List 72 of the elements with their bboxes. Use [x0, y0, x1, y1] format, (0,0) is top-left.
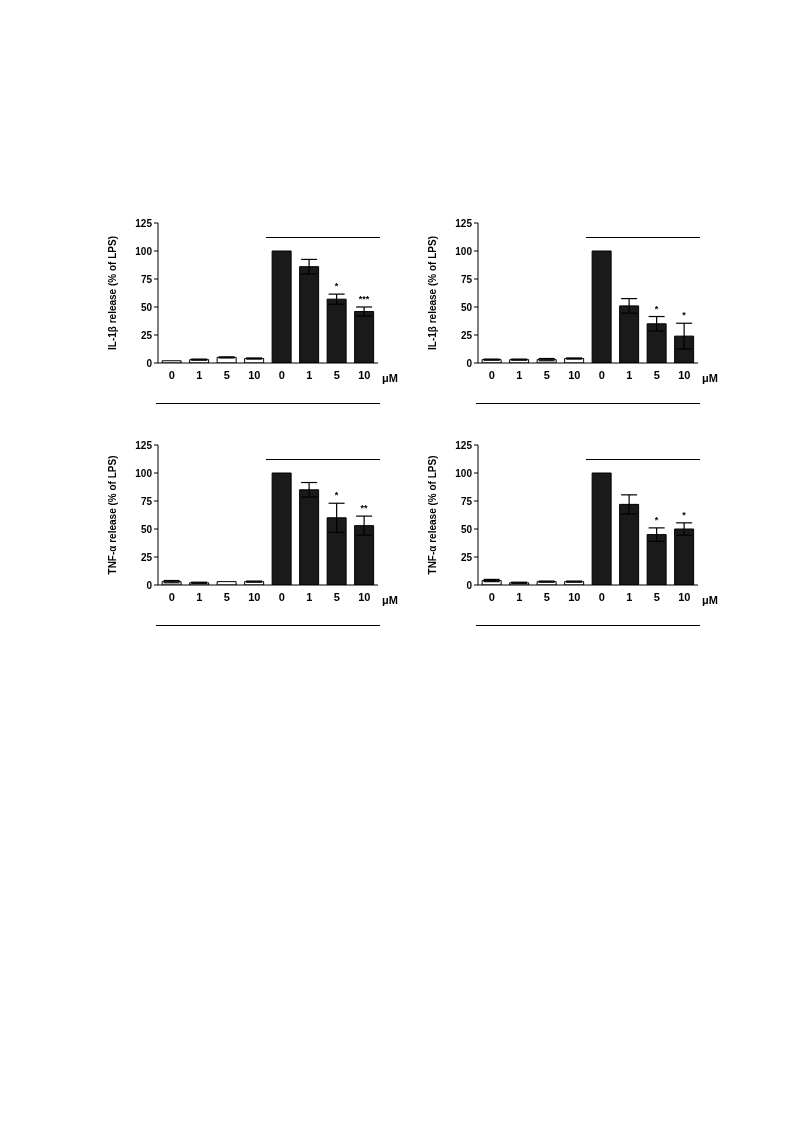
y-tick-label: 25 [140, 551, 153, 563]
x-tick-label: 5 [333, 590, 340, 603]
text: μM [702, 594, 718, 606]
y-tick-label: 0 [466, 579, 473, 591]
data-label: * [682, 310, 687, 321]
y-tick-label: 75 [140, 273, 153, 285]
text: μM [382, 594, 398, 606]
y-tick-label: 25 [460, 329, 473, 341]
x-tick-label: 5 [333, 368, 340, 381]
x-tick-label: 0 [278, 590, 285, 603]
y-tick-label: 50 [140, 301, 153, 313]
y-tick-label: 50 [140, 523, 153, 535]
y-tick-label: 0 [146, 357, 153, 369]
x-tick-label: 1 [196, 590, 203, 603]
x-tick-label: 1 [196, 368, 203, 381]
x-tick-label: 0 [598, 590, 605, 603]
x-tick-label: 1 [516, 590, 523, 603]
x-tick-label: 10 [248, 590, 261, 603]
y-axis-title: TNF-α release (% of LPS) [107, 455, 118, 575]
x-tick-label: 1 [516, 368, 523, 381]
x-tick-label: 10 [568, 368, 581, 381]
y-tick-label: 100 [135, 245, 153, 257]
x-tick-label: 10 [678, 368, 691, 381]
y-tick-label: 125 [135, 217, 153, 229]
data-label: * [334, 281, 339, 292]
x-tick-label: 5 [223, 368, 230, 381]
x-tick-label: 5 [223, 590, 230, 603]
y-tick-label: 125 [455, 217, 473, 229]
x-tick-label: 5 [543, 368, 550, 381]
y-tick-label: 0 [146, 579, 153, 591]
y-axis-title: TNF-α release (% of LPS) [427, 455, 438, 575]
x-tick-label: 0 [488, 368, 495, 381]
x-tick-label: 1 [626, 590, 633, 603]
data-label: * [682, 509, 687, 520]
y-tick-label: 100 [455, 467, 473, 479]
text: μM [382, 372, 398, 384]
y-tick-label: 125 [135, 439, 153, 451]
y-tick-label: 75 [460, 273, 473, 285]
y-axis-title: IL-1β release (% of LPS) [107, 236, 118, 350]
x-tick-label: 0 [168, 368, 175, 381]
y-tick-label: 50 [460, 523, 473, 535]
x-tick-label: 1 [306, 368, 313, 381]
x-tick-label: 5 [653, 368, 660, 381]
x-tick-label: 5 [543, 590, 550, 603]
data-label: * [654, 514, 659, 525]
y-tick-label: 25 [140, 329, 153, 341]
y-tick-label: 100 [455, 245, 473, 257]
y-axis-title: IL-1β release (% of LPS) [427, 236, 438, 350]
y-tick-label: 75 [140, 495, 153, 507]
text: μM [702, 372, 718, 384]
y-tick-label: 125 [455, 439, 473, 451]
data-label: * [334, 490, 339, 501]
x-tick-label: 10 [568, 590, 581, 603]
y-tick-label: 25 [460, 551, 473, 563]
x-tick-label: 5 [653, 590, 660, 603]
x-tick-label: 10 [358, 368, 371, 381]
x-tick-label: 1 [306, 590, 313, 603]
x-tick-label: 0 [488, 590, 495, 603]
x-tick-label: 1 [626, 368, 633, 381]
x-tick-label: 10 [678, 590, 691, 603]
y-tick-label: 75 [460, 495, 473, 507]
data-label: *** [358, 294, 370, 304]
data-label: ** [360, 503, 369, 514]
x-tick-label: 0 [168, 590, 175, 603]
x-tick-label: 10 [248, 368, 261, 381]
x-tick-label: 10 [358, 590, 371, 603]
x-tick-label: 0 [278, 368, 285, 381]
data-label: * [654, 303, 659, 314]
y-tick-label: 0 [466, 357, 473, 369]
y-tick-label: 100 [135, 467, 153, 479]
x-tick-label: 0 [598, 368, 605, 381]
y-tick-label: 50 [460, 301, 473, 313]
